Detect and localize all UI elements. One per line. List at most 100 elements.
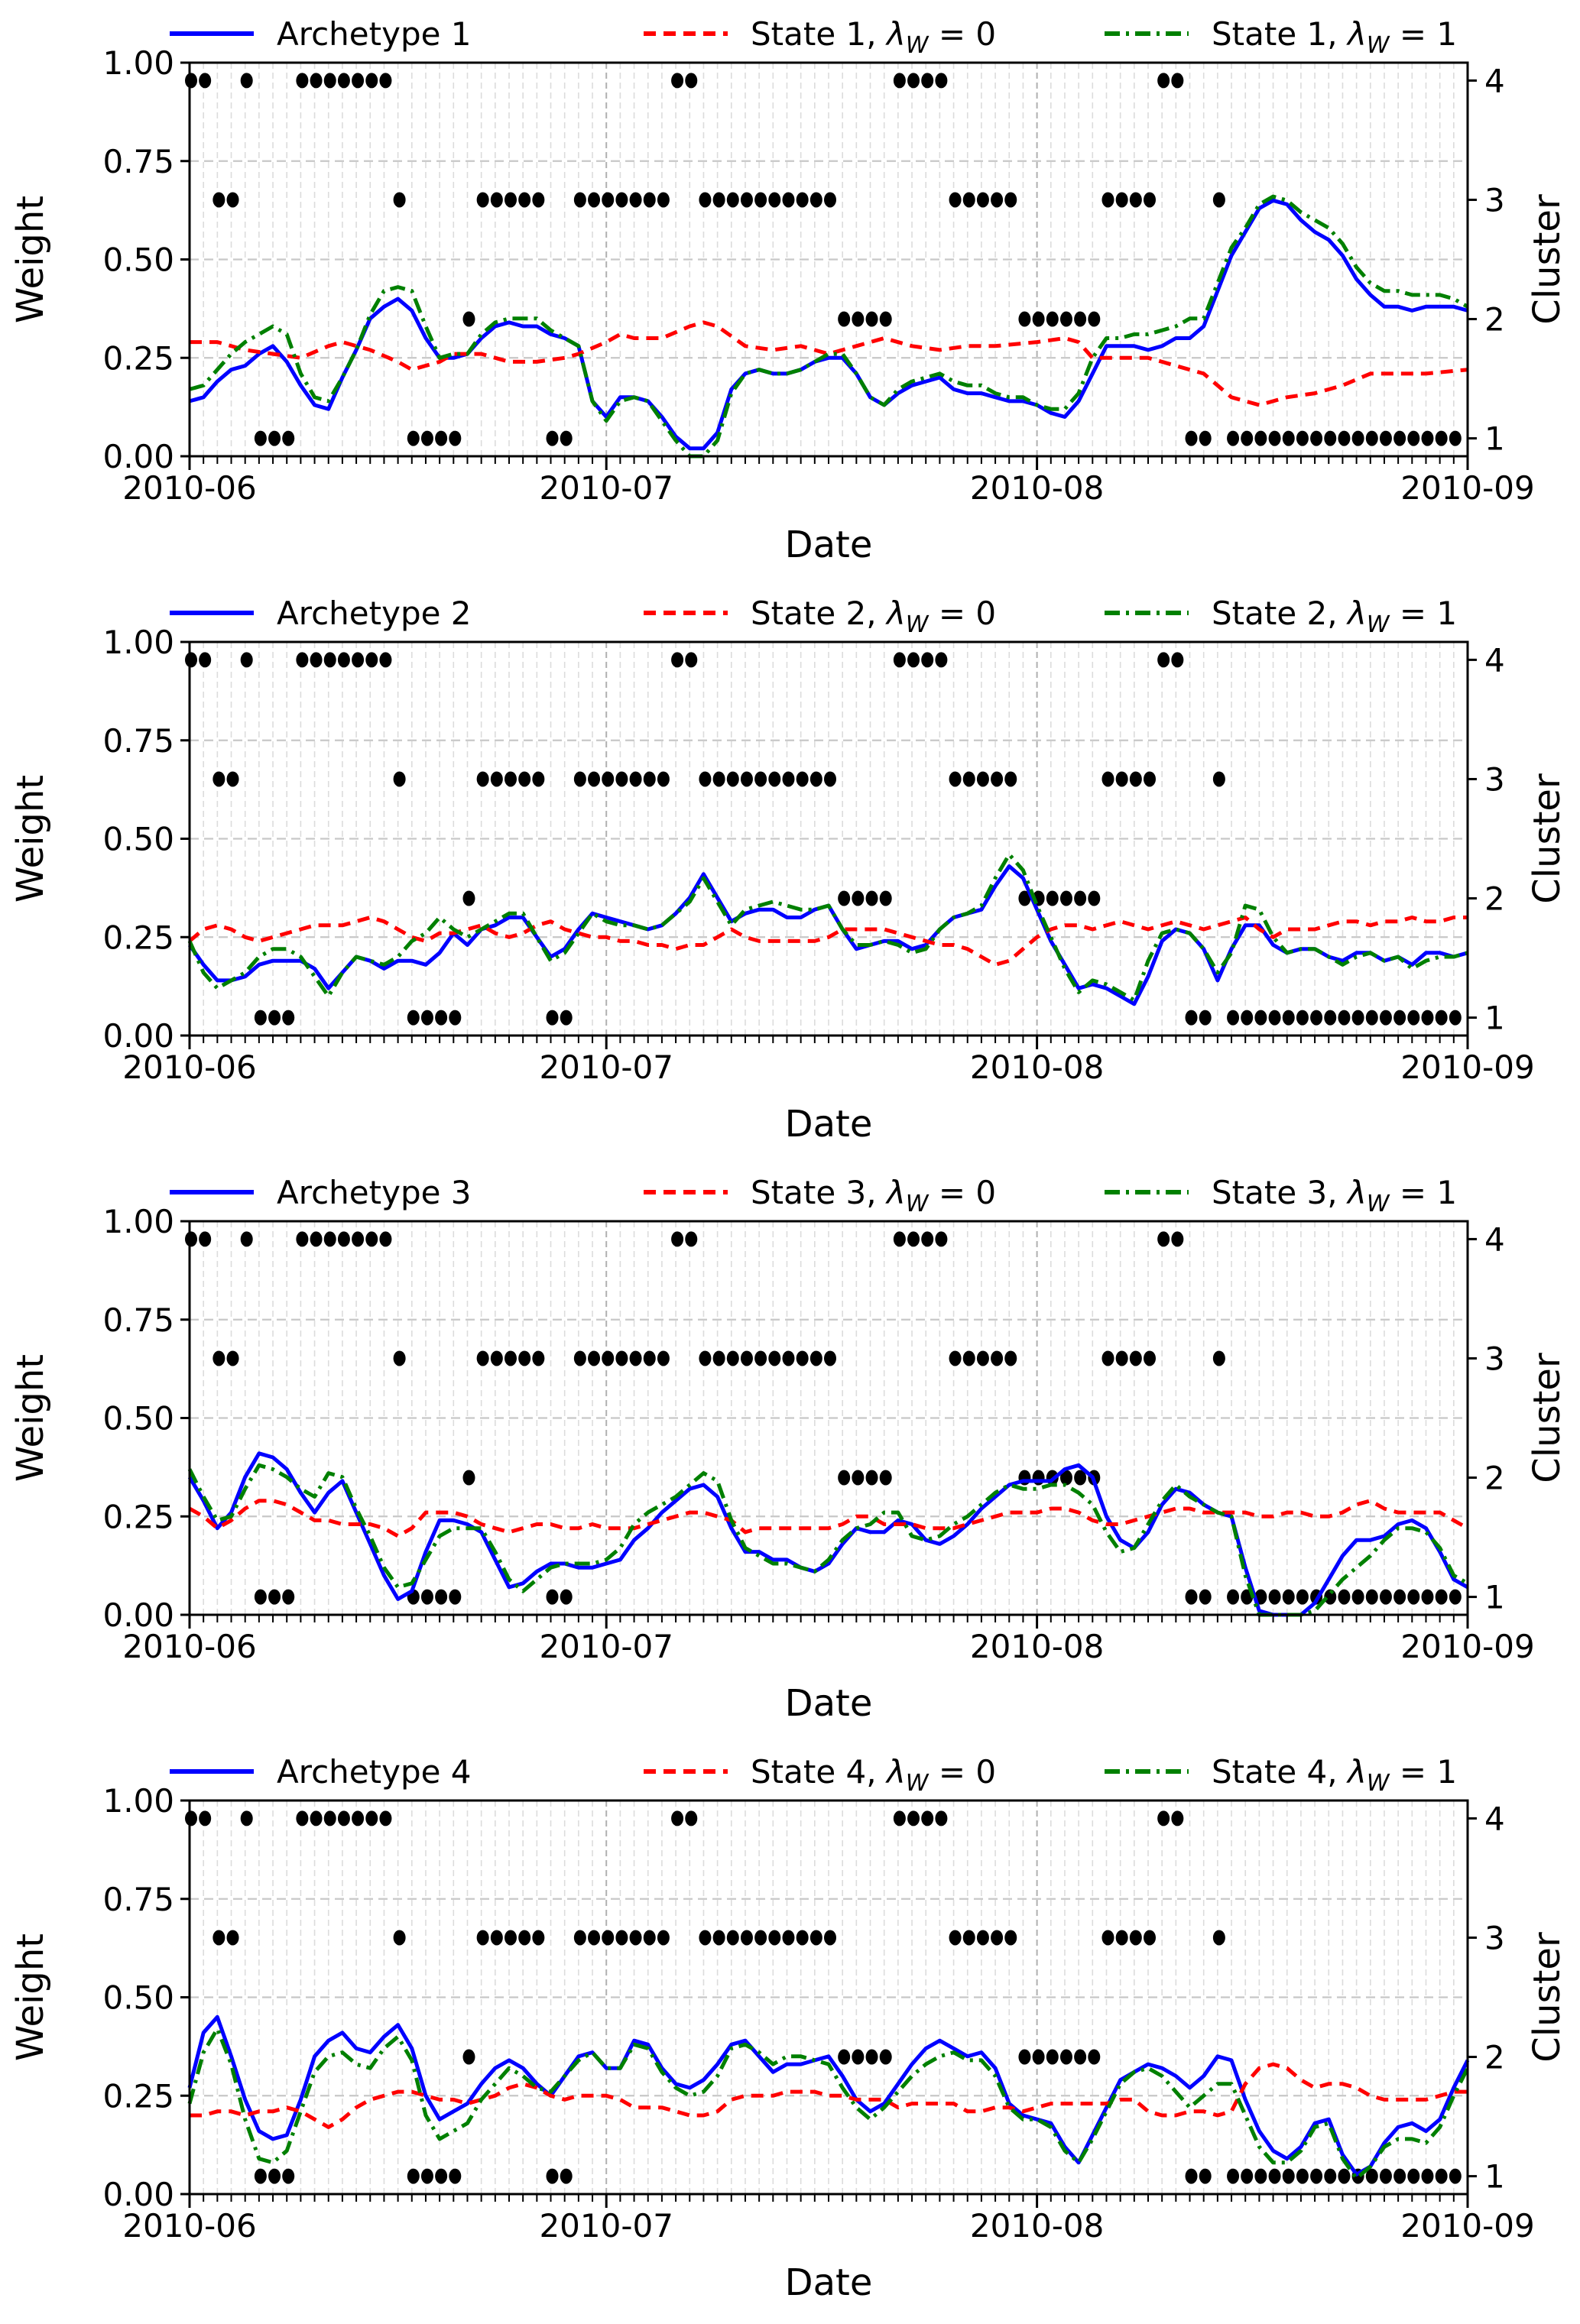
legend-label-suffix: = 1 (1389, 595, 1457, 632)
cluster-dot (1407, 430, 1420, 446)
cluster-dot (643, 1350, 656, 1366)
cluster-dot (1032, 1470, 1045, 1486)
cluster-dot (1379, 1589, 1392, 1605)
legend-label: State 3, λW = 1 (1212, 1174, 1457, 1217)
cluster-dot (588, 1350, 601, 1366)
cluster-dot (935, 652, 948, 668)
cluster-dot (213, 1930, 225, 1946)
cluster-dot (740, 771, 753, 787)
cluster-dot (991, 1930, 1004, 1946)
cluster-dot (602, 1930, 615, 1946)
cluster-dot (1351, 430, 1364, 446)
legend-label-subscript: W (1367, 1191, 1390, 1217)
cluster-dot (1185, 2168, 1198, 2184)
x-tick-label: 2010-07 (539, 469, 673, 507)
cluster-dot (976, 1930, 989, 1946)
cluster-dot (796, 1930, 809, 1946)
cluster-dot (907, 1810, 920, 1826)
legend-label-prefix: State 2, (751, 595, 887, 632)
y-tick-label: 0.25 (102, 1498, 174, 1535)
cluster-dot (921, 652, 934, 668)
cluster-dot (393, 771, 406, 787)
cluster-dot (1310, 2168, 1323, 2184)
x-ticks (188, 1615, 1469, 1629)
cluster-dot (532, 1930, 545, 1946)
cluster-dot (671, 1231, 684, 1247)
cluster-dot (712, 192, 725, 208)
x-axis-label: Date (785, 523, 873, 566)
cluster-dot (726, 1350, 739, 1366)
legend-label: State 2, λW = 0 (751, 595, 996, 638)
cluster-dot (476, 771, 489, 787)
cluster-dot (991, 192, 1004, 208)
cluster-dot (1157, 1810, 1170, 1826)
cluster-dot (310, 73, 323, 89)
cluster-dot (962, 1930, 975, 1946)
legend-label: Archetype 4 (277, 1753, 472, 1791)
legend-label: Archetype 3 (277, 1174, 472, 1211)
cluster-dot (1449, 1589, 1462, 1605)
cluster-dot (768, 192, 781, 208)
cluster-dot (532, 1350, 545, 1366)
cluster-dot (1046, 890, 1059, 906)
series-line-state-lambda1 (187, 1463, 1469, 1617)
cluster-dot (420, 1589, 433, 1605)
cluster-dot (213, 1350, 225, 1366)
cluster-dot (768, 1350, 781, 1366)
cluster-dot (740, 1930, 753, 1946)
cluster-dot (699, 1930, 712, 1946)
cluster-dot (1101, 192, 1114, 208)
cluster-dot (1338, 1010, 1351, 1026)
legend-label-lambda: λ (885, 1174, 906, 1211)
cluster-dot (1074, 2049, 1087, 2065)
cluster-dot (754, 1350, 767, 1366)
legend-label-lambda: λ (1346, 595, 1367, 632)
legend-label-prefix: State 4, (751, 1753, 887, 1791)
cluster-dot (1199, 1589, 1212, 1605)
series-line-state-lambda0 (190, 2062, 1468, 2129)
cluster-dot (1407, 1010, 1420, 1026)
cluster-dot (504, 771, 517, 787)
cluster-dot (935, 1810, 948, 1826)
x-tick-label: 2010-08 (970, 1049, 1105, 1086)
legend-label-suffix: = 1 (1389, 1753, 1457, 1791)
cluster-dot (1004, 192, 1017, 208)
cluster-dot (435, 1589, 448, 1605)
legend-label: State 2, λW = 1 (1212, 595, 1457, 638)
cluster-dot (615, 192, 628, 208)
x-ticks (188, 456, 1469, 470)
cluster-dot (268, 430, 281, 446)
cluster-dot (602, 1350, 615, 1366)
cluster-dot (796, 192, 809, 208)
cluster-dot (254, 1010, 267, 1026)
cluster-dot (560, 1010, 573, 1026)
cluster-dot (1282, 430, 1295, 446)
cluster-dot (1088, 890, 1101, 906)
cluster-dot (1004, 771, 1017, 787)
cluster-dot (1227, 2168, 1240, 2184)
legend-label-subscript: W (1367, 32, 1390, 59)
legend-label-prefix: State 3, (751, 1174, 887, 1211)
cluster-dot (1324, 1589, 1337, 1605)
x-tick-label: 2010-08 (970, 469, 1105, 507)
y2-tick-label: 4 (1484, 641, 1505, 679)
legend: Archetype 3 State 3, λW = 0 State 3, λW = … (170, 1174, 1457, 1217)
cluster-dot (352, 652, 365, 668)
cluster-dot (226, 192, 239, 208)
cluster-dot (1449, 1010, 1462, 1026)
legend-label: State 4, λW = 1 (1212, 1753, 1457, 1797)
cluster-dot (588, 192, 601, 208)
cluster-dot (657, 1350, 670, 1366)
cluster-dot (1185, 1010, 1198, 1026)
cluster-dot (476, 1350, 489, 1366)
y-tick-label: 0.00 (102, 1017, 174, 1055)
y-tick-label: 0.50 (102, 1979, 174, 2017)
cluster-dot (420, 2168, 433, 2184)
cluster-dot (518, 771, 531, 787)
series-line-state-lambda0 (188, 916, 1468, 967)
cluster-dot (1157, 73, 1170, 89)
cluster-dot (449, 1010, 462, 1026)
cluster-dot (879, 311, 892, 327)
cluster-dot (435, 2168, 448, 2184)
cluster-dot (1310, 1010, 1323, 1026)
